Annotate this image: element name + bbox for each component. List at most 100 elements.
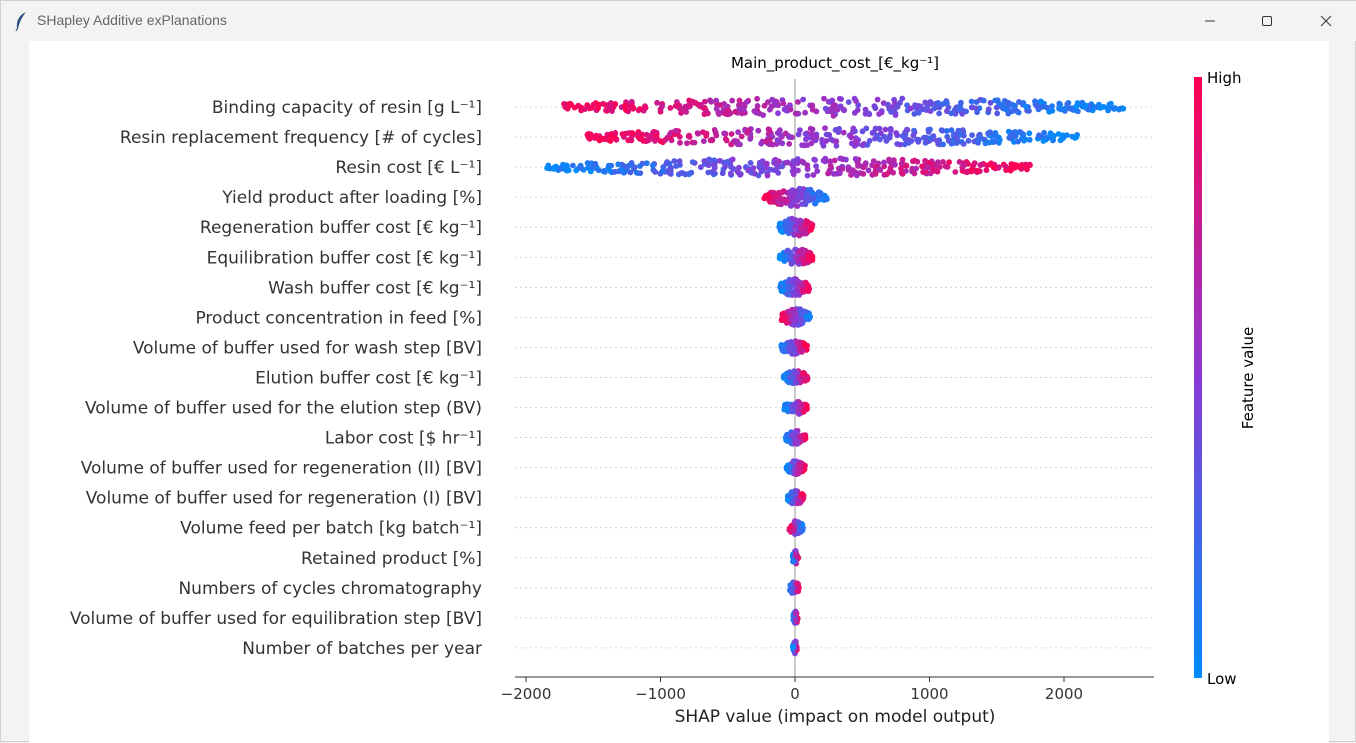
shap-point (795, 519, 802, 525)
shap-point (611, 134, 618, 141)
shap-point (800, 96, 806, 103)
shap-point (710, 169, 716, 176)
shap-point (728, 131, 735, 137)
shap-point (975, 168, 981, 174)
shap-point (1089, 107, 1096, 114)
shap-point (881, 133, 888, 140)
maximize-button[interactable] (1238, 1, 1296, 41)
shap-point (705, 169, 712, 176)
shap-point (784, 497, 791, 503)
colorbar-label: Feature value (1239, 327, 1257, 429)
shap-point (784, 198, 791, 205)
shap-point (805, 313, 812, 319)
shap-point (607, 138, 614, 144)
shap-point (908, 105, 914, 112)
shap-point (1073, 103, 1080, 110)
shap-point (606, 104, 613, 111)
shap-point (814, 168, 821, 174)
shap-point (977, 134, 984, 141)
shap-point (640, 138, 647, 144)
shap-point (643, 160, 650, 167)
shap-point (841, 107, 848, 114)
shap-point (823, 131, 830, 138)
shap-point (797, 249, 803, 256)
shap-point (924, 103, 931, 110)
shap-point (790, 644, 797, 651)
title-bar[interactable]: SHapley Additive exPlanations (1, 1, 1356, 41)
shap-point (608, 162, 615, 169)
shap-point (743, 99, 750, 105)
shap-point (729, 156, 736, 163)
close-button[interactable] (1297, 1, 1355, 41)
shap-point (840, 129, 847, 136)
shap-point (1035, 105, 1042, 112)
shap-point (799, 491, 805, 497)
shap-point (809, 189, 816, 196)
shap-point (791, 368, 797, 374)
shap-point (620, 131, 627, 138)
shap-point (845, 99, 852, 105)
shap-point (831, 157, 838, 164)
shap-point (1007, 133, 1014, 140)
shap-point (798, 194, 804, 201)
shap-point (782, 130, 789, 137)
shap-point (802, 131, 809, 137)
shap-point (939, 101, 946, 108)
shap-point (982, 140, 989, 147)
window-title: SHapley Additive exPlanations (37, 12, 227, 28)
shap-point (802, 201, 809, 208)
minimize-button[interactable] (1181, 1, 1239, 41)
shap-point (676, 158, 683, 165)
shap-point (980, 97, 987, 104)
shap-point (573, 167, 580, 174)
shap-point (1026, 137, 1033, 143)
shap-point (800, 409, 807, 415)
feature-label: Volume of buffer used for the elution st… (85, 399, 482, 419)
shap-point (1016, 163, 1022, 170)
shap-point (713, 105, 720, 112)
shap-point (791, 322, 797, 328)
shap-point (834, 127, 840, 133)
shap-point (739, 110, 745, 117)
feature-label: Volume feed per batch [kg batch⁻¹] (180, 519, 482, 539)
shap-point (731, 138, 738, 144)
shap-point (703, 130, 710, 137)
shap-point (836, 165, 842, 172)
shap-point (758, 140, 765, 147)
shap-point (969, 132, 975, 138)
shap-point (667, 105, 674, 111)
shap-point (780, 317, 786, 323)
shap-point (862, 160, 869, 167)
shap-point (793, 110, 800, 117)
shap-point (711, 157, 717, 164)
feature-label: Volume of buffer used for regeneration (… (81, 459, 482, 479)
shap-point (830, 112, 837, 119)
shap-point (968, 98, 975, 105)
feature-label: Retained product [%] (301, 549, 482, 569)
shap-point (911, 157, 918, 164)
shap-point (637, 106, 643, 112)
shap-point (1063, 132, 1070, 138)
shap-point (728, 164, 734, 170)
shap-point (876, 111, 882, 117)
shap-point (819, 137, 825, 143)
shap-point (885, 101, 891, 108)
shap-point (919, 163, 925, 170)
shap-point (797, 321, 804, 327)
shap-point (789, 309, 796, 316)
close-icon (1320, 15, 1332, 27)
shap-point (564, 163, 570, 170)
shap-point (659, 103, 665, 110)
shap-point (787, 106, 794, 113)
shap-point (794, 203, 801, 210)
shap-point (784, 405, 790, 412)
shap-point (956, 159, 963, 165)
shap-point (783, 466, 790, 472)
shap-point (995, 164, 1002, 171)
shap-point (722, 163, 728, 170)
maximize-icon (1262, 16, 1272, 26)
shap-point (722, 110, 728, 117)
shap-point (764, 172, 771, 179)
shap-point (811, 195, 818, 202)
shap-point (952, 110, 959, 117)
